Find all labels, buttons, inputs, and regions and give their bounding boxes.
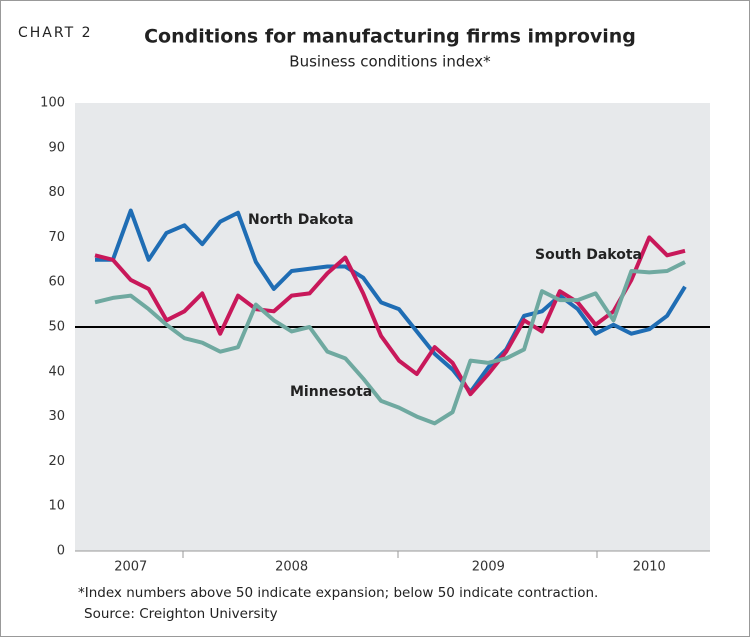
series-label: North Dakota: [248, 212, 354, 228]
y-tick-label: 90: [48, 140, 65, 155]
x-tick-label: 2007: [114, 560, 147, 575]
series-label: South Dakota: [535, 247, 642, 263]
chart-title: Conditions for manufacturing firms impro…: [144, 26, 636, 48]
y-tick-label: 20: [48, 454, 65, 469]
chart-subtitle: Business conditions index*: [289, 53, 491, 71]
y-tick-label: 50: [48, 320, 65, 335]
x-tick-label: 2009: [472, 560, 505, 575]
y-tick-label: 70: [48, 230, 65, 245]
footnote: *Index numbers above 50 indicate expansi…: [78, 585, 598, 601]
series-line: [94, 260, 686, 426]
y-tick-label: 10: [48, 499, 65, 514]
y-tick-label: 60: [48, 275, 65, 290]
series-label: Minnesota: [290, 384, 372, 400]
source: Source: Creighton University: [84, 606, 278, 622]
series-line: [95, 208, 687, 394]
x-tick-label: 2010: [633, 560, 666, 575]
y-tick-label: 100: [40, 96, 65, 111]
y-tick-label: 0: [57, 544, 65, 559]
x-tick-label: 2008: [275, 560, 308, 575]
chart-label: CHART 2: [18, 25, 93, 41]
y-tick-label: 30: [48, 409, 65, 424]
y-tick-label: 40: [48, 364, 65, 379]
series-line: [94, 235, 686, 397]
y-tick-label: 80: [48, 185, 65, 200]
